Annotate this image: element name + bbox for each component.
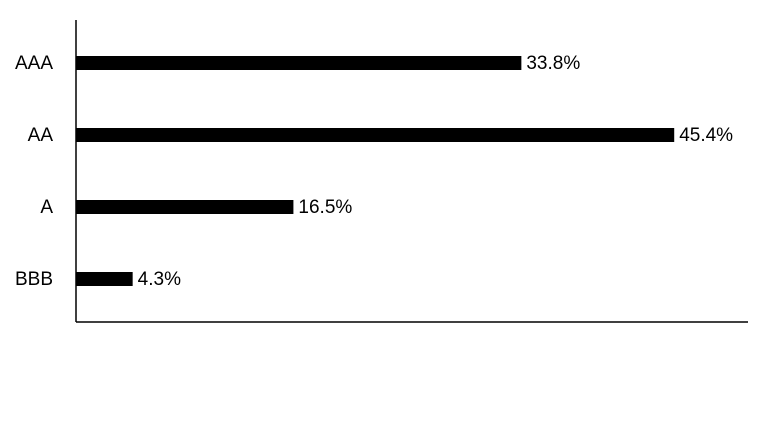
- y-tick-label: A: [40, 197, 53, 218]
- bar: [76, 200, 294, 214]
- value-label: 16.5%: [298, 197, 352, 218]
- value-label: 45.4%: [679, 125, 733, 146]
- value-label: 33.8%: [526, 53, 580, 74]
- bar: [76, 272, 133, 286]
- bar: [76, 56, 522, 70]
- y-tick-label: AAA: [15, 53, 53, 74]
- value-label: 4.3%: [138, 269, 181, 290]
- y-tick-label: AA: [28, 125, 54, 146]
- bar: [76, 128, 675, 142]
- y-tick-label: BBB: [15, 269, 53, 290]
